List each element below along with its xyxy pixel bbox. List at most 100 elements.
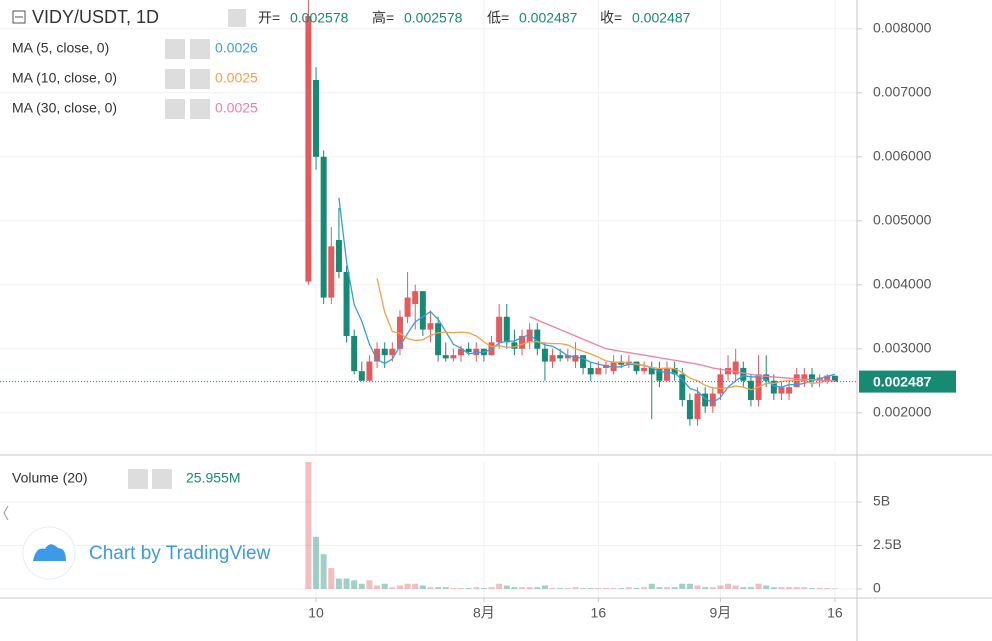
candle-body (442, 355, 449, 359)
candle-body (366, 361, 373, 381)
settings-icon[interactable] (165, 69, 185, 89)
candle-body (419, 291, 426, 330)
settings-icon[interactable] (165, 39, 185, 59)
candle-body (313, 79, 320, 157)
candle-body (541, 348, 548, 362)
candle-body (656, 367, 663, 381)
y-tick-label: 0.008000 (873, 20, 932, 36)
volume-bar (465, 588, 472, 589)
candle-body (320, 156, 327, 298)
collapse-icon[interactable] (12, 10, 26, 24)
volume-bar (808, 588, 815, 589)
volume-bar (786, 587, 793, 589)
close-icon[interactable] (190, 99, 210, 119)
ohlc-value: 0.002487 (632, 10, 691, 26)
legend: MA (5, close, 0) 0.0026 MA (10, close, 0) 0… (12, 39, 258, 119)
candle-body (549, 355, 556, 362)
candle-body (633, 361, 640, 372)
settings-icon[interactable] (228, 9, 246, 27)
close-icon[interactable] (152, 469, 172, 489)
volume-tick-label: 5B (873, 493, 890, 509)
candle-body (305, 15, 312, 282)
x-tick-label: 9月 (710, 605, 732, 621)
candle-body (671, 367, 678, 375)
volume-bar (587, 588, 594, 589)
volume-bar (358, 583, 365, 589)
candle-body (778, 387, 785, 394)
volume-bar (625, 587, 632, 589)
plot-layer (0, 0, 857, 589)
volume-bar (557, 588, 564, 589)
candle-body (458, 348, 464, 356)
settings-icon[interactable] (128, 469, 148, 489)
volume-bar (740, 587, 747, 589)
volume-bar (313, 536, 320, 589)
legend-value: 0.0026 (215, 40, 258, 56)
volume-bar (801, 587, 808, 589)
close-icon[interactable] (190, 39, 210, 59)
legend-value: 0.0025 (215, 100, 258, 116)
volume-value: 25.955M (186, 470, 240, 486)
ohlc-value: 0.002487 (519, 10, 578, 26)
close-icon[interactable] (190, 69, 210, 89)
candle-body (572, 355, 579, 362)
volume-bar (793, 587, 800, 589)
volume-bar (526, 587, 533, 589)
volume-bar (534, 587, 541, 589)
candle-body (664, 367, 671, 381)
volume-bar (335, 578, 342, 589)
watermark: Chart by TradingView (22, 526, 271, 580)
volume-bar (725, 583, 732, 589)
volume-bar (648, 583, 655, 589)
candle-body (587, 367, 594, 375)
ohlc-label: 低= (487, 10, 509, 26)
candle-body (801, 374, 808, 381)
x-tick-label: 16 (827, 605, 843, 621)
volume-bar (343, 578, 350, 589)
legend-name: MA (5, close, 0) (12, 40, 109, 56)
candle-body (374, 348, 381, 362)
volume-bar (396, 585, 403, 589)
candle-body (519, 335, 526, 349)
last-price-badge (859, 370, 956, 393)
volume-bar (686, 583, 693, 589)
volume-bar (458, 588, 464, 589)
x-tick-label: 8月 (473, 605, 495, 621)
y-tick-label: 0.004000 (873, 275, 932, 291)
symbol-title: VIDY/USDT, 1D (32, 7, 159, 27)
candle-body (641, 367, 648, 372)
volume-bar (778, 587, 785, 589)
settings-icon[interactable] (165, 99, 185, 119)
volume-bar (374, 585, 381, 589)
candle-body (610, 361, 617, 372)
volume-bar (549, 588, 556, 589)
candle-body (427, 323, 434, 330)
candle-body (511, 342, 518, 349)
axis-layer: 0.002000 0.003000 0.004000 0.005000 0.006000… (308, 20, 956, 621)
volume-bar (496, 583, 503, 589)
candle-body (702, 393, 709, 407)
candle-body (557, 355, 564, 359)
volume-bar (633, 588, 640, 589)
ma-line (338, 197, 836, 404)
volume-bar (419, 585, 426, 589)
candle-body (381, 348, 388, 356)
volume-bar (664, 587, 671, 589)
candle-body (648, 367, 655, 375)
volume-bar (824, 588, 831, 589)
header: VIDY/USDT, 1D 开= 0.002578 高= 0.002578 低=… (12, 7, 691, 27)
volume-legend: Volume (20) 25.955M (12, 469, 240, 489)
y-tick-label: 0.002000 (873, 403, 932, 419)
volume-bar (717, 585, 724, 589)
candle-body (770, 380, 777, 394)
candle-body (618, 361, 625, 365)
volume-bar (595, 588, 602, 589)
x-tick-label: 16 (591, 605, 607, 621)
y-tick-label: 0.007000 (873, 83, 932, 99)
volume-bar (564, 588, 571, 589)
candle-body (351, 335, 358, 372)
volume-bar (602, 588, 609, 589)
ma-line (529, 316, 835, 382)
side-handle[interactable] (3, 505, 9, 521)
